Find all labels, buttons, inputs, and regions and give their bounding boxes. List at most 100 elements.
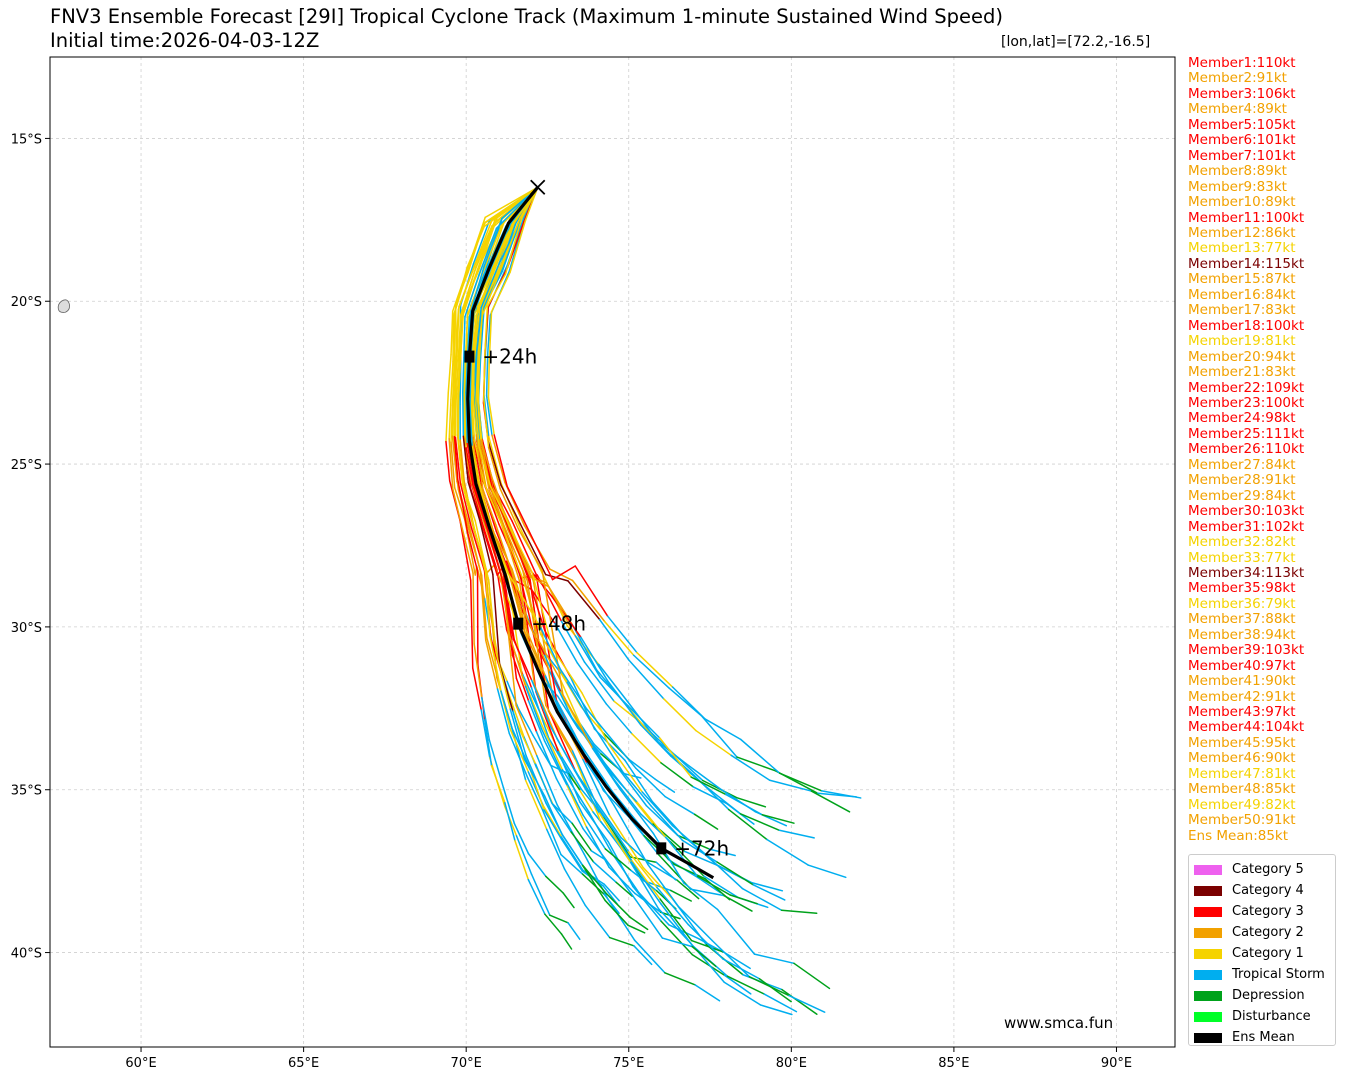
plot-frame [49,56,1176,1048]
member-track-segment [695,729,732,757]
legend-item: Category 2 [1194,922,1329,943]
member-track-segment [471,445,480,482]
member-track-segment [739,738,781,774]
member-intensity-item: Member33:77kt [1188,549,1296,566]
member-track-segment [576,662,608,705]
member-track-segment [581,870,604,887]
member-track-segment [560,680,584,732]
member-track-segment [563,718,592,760]
member-track-segment [478,446,492,487]
member-track-segment [693,813,719,830]
member-track-segment [451,435,458,483]
member-track-segment [512,638,533,682]
member-track-segment [603,883,620,902]
member-track-segment [523,631,547,677]
member-track-segment [454,359,458,396]
member-intensity-item: Member49:82kt [1188,796,1296,813]
member-intensity-item: Member47:81kt [1188,765,1296,782]
member-intensity-list: Member1:110kt Member2:91kt Member3:106kt Me… [1188,55,1305,844]
member-track-segment [664,795,696,816]
member-intensity-item: Member20:94kt [1188,348,1296,365]
member-track-segment [453,311,456,362]
member-track-segment [486,637,500,683]
member-track-segment [723,951,751,970]
member-track-segment [543,809,563,840]
member-track-segment [472,224,493,270]
member-track-segment [589,758,614,794]
member-track-segment [527,878,546,915]
member-track-segment [723,974,752,995]
member-track-segment [530,686,550,739]
legend-label: Disturbance [1232,1009,1311,1024]
member-track-segment [676,834,711,850]
member-track-segment [473,227,493,273]
member-intensity-item: Member31:102kt [1188,518,1305,535]
legend-swatch [1194,906,1222,917]
member-track-segment [495,523,513,574]
member-intensity-item: Member25:111kt [1188,425,1305,442]
member-intensity-item: Member28:91kt [1188,472,1296,489]
legend-item: Disturbance [1194,1006,1329,1027]
member-intensity-item: Member12:86kt [1188,224,1296,241]
member-track-segment [659,737,692,778]
member-track-segment [768,779,813,792]
member-track-segment [477,354,481,405]
legend-item: Tropical Storm [1194,964,1329,985]
member-track-segment [507,572,523,596]
member-track-segment [462,435,470,484]
member-track-segment [606,615,638,654]
member-track-segment [735,796,767,808]
member-track-segment [640,724,672,757]
member-track-segment [476,307,482,353]
member-track-segment [700,715,738,758]
member-track-segment [457,441,465,488]
member-intensity-item: Member35:98kt [1188,580,1296,597]
member-track-segment [671,686,706,720]
member-track-segment [574,635,601,679]
member-track-segment [631,733,662,764]
member-track-segment [659,898,693,942]
member-track-segment [591,747,621,790]
member-track-segment [528,766,545,811]
member-track-segment [622,771,652,807]
member-track-segment [532,580,555,704]
member-intensity-item: Member34:113kt [1188,564,1305,581]
member-track-segment [605,703,633,735]
member-track-segment [673,863,706,880]
member-track-segment [633,939,666,974]
member-intensity-item: Member43:97kt [1188,704,1296,721]
position-readout: [lon,lat]=[72.2,-16.5] [1001,34,1151,50]
member-track-segment [571,624,598,671]
member-track-segment [543,740,568,787]
y-tick-label: 20°S [11,295,42,310]
x-tick-label: 65°E [288,1056,319,1071]
member-track-segment [481,266,502,308]
member-track-segment [690,939,725,953]
member-track-segment [504,216,523,275]
member-track-segment [629,856,657,863]
member-intensity-item: Member22:109kt [1188,379,1305,396]
member-track-segment [716,908,756,955]
member-track-segment [567,922,581,941]
member-track-segment [581,863,606,902]
member-track-segment [502,787,516,825]
member-track-segment [473,315,480,360]
member-track-segment [532,734,552,767]
member-track-segment [660,762,694,788]
member-track-segment [763,993,798,1013]
member-track-segment [664,972,697,986]
member-track-segment [557,750,581,803]
member-track-segment [726,975,765,995]
member-track-segment [530,588,556,625]
member-track-segment [563,868,587,907]
member-track-segment [580,636,609,682]
gridlines [50,57,1175,1047]
member-track-segment [454,398,457,439]
member-track-segment [596,805,630,853]
legend-label: Category 5 [1232,862,1304,877]
member-intensity-item: Member2:91kt [1188,70,1287,87]
member-track-segment [500,521,524,579]
member-track-segment [562,693,594,750]
member-track-segment [598,812,632,864]
member-track-segment [554,622,579,664]
